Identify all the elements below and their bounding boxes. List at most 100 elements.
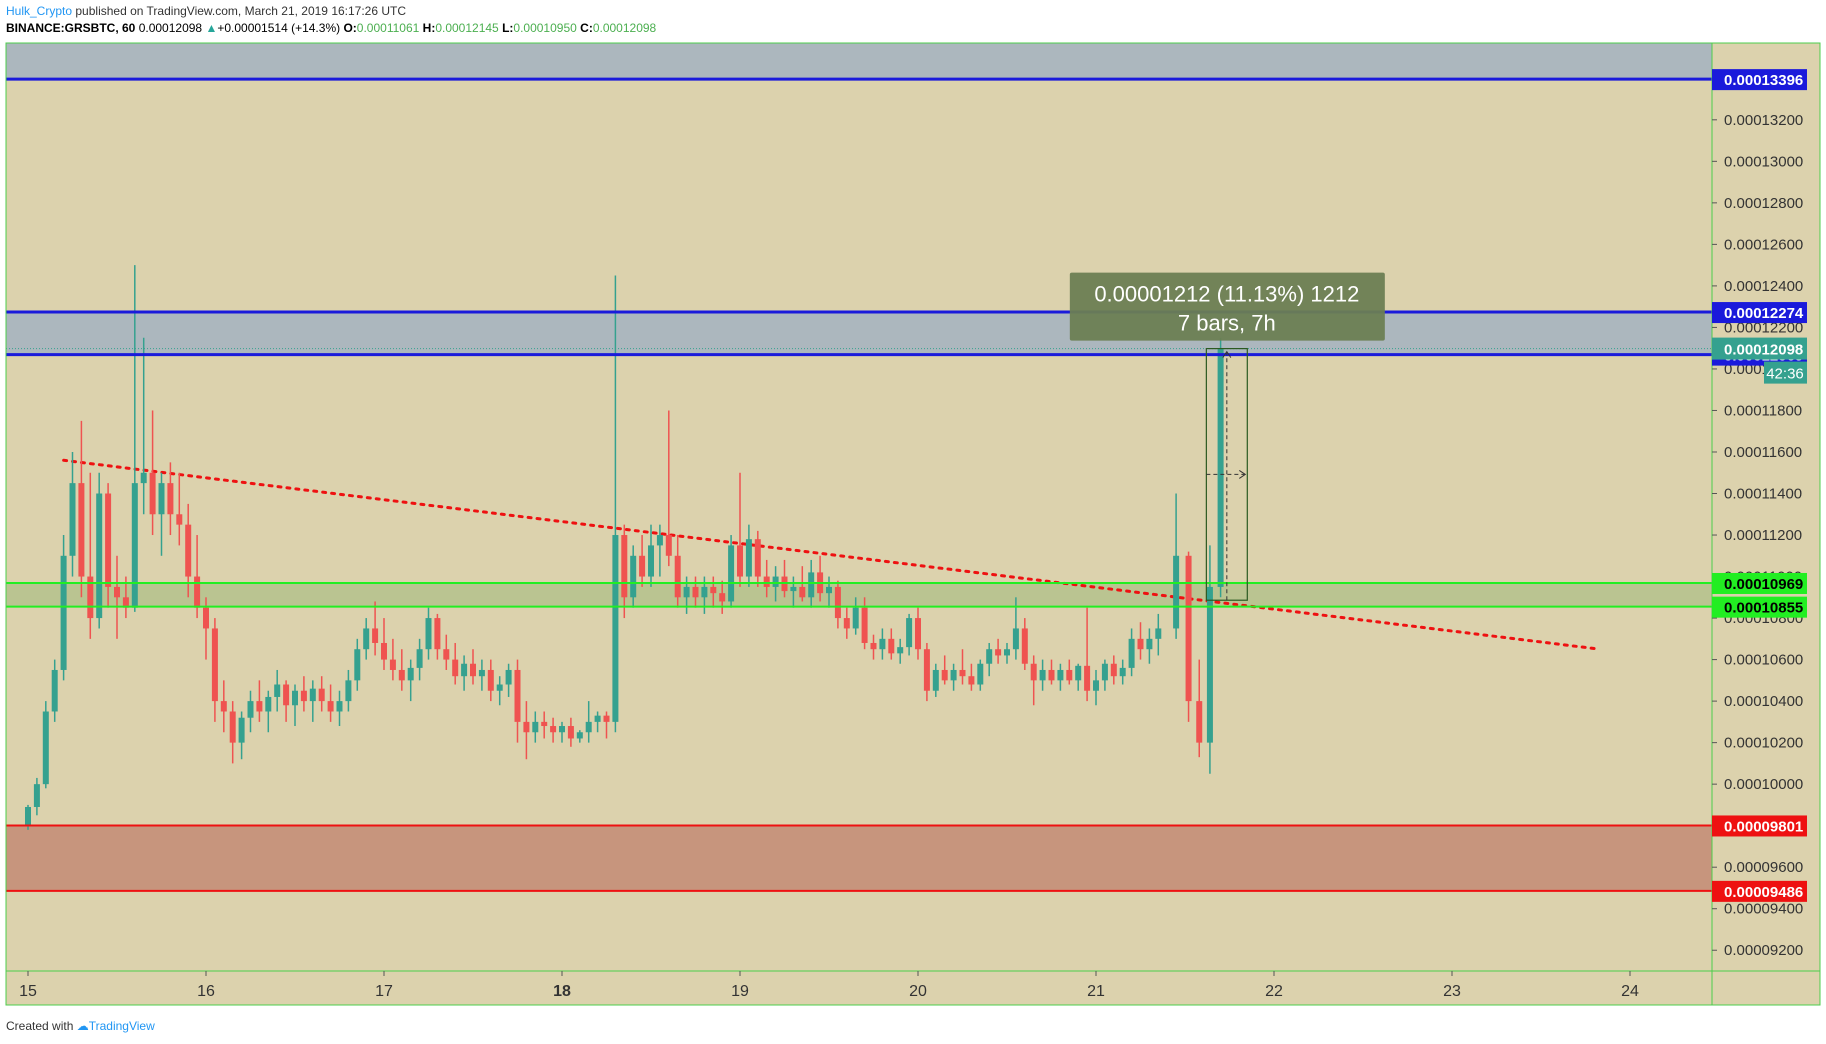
candle-body: [229, 711, 236, 743]
candle-body: [336, 701, 343, 712]
candle-body: [585, 721, 592, 733]
candle-body: [1039, 669, 1046, 681]
candle-body: [167, 483, 174, 515]
candle-body: [852, 607, 859, 629]
level-label: 0.00012274: [1724, 305, 1804, 322]
candle-body: [33, 784, 40, 807]
time-tick-label: 15: [19, 983, 37, 1000]
price-axis: 0.000134000.000132000.000130000.00012800…: [1712, 69, 1807, 959]
tradingview-logo-icon: ☁: [76, 1019, 89, 1033]
candle-body: [69, 483, 76, 556]
candle-body: [416, 649, 423, 668]
candle-body: [772, 576, 779, 587]
candle-body: [1137, 638, 1144, 650]
author-link[interactable]: Hulk_Crypto: [6, 4, 73, 18]
last-price-label: 0.00012098: [1724, 342, 1803, 359]
candle-body: [149, 472, 156, 515]
candle-body: [603, 715, 610, 722]
candle-body: [131, 483, 138, 608]
candle-body: [461, 663, 468, 677]
candle-body: [826, 586, 832, 594]
candle-body: [452, 659, 459, 677]
candle-body: [1110, 663, 1117, 677]
candle-body: [1173, 555, 1180, 629]
time-axis: 15 16 17 18 19 20 21 22 23 24: [19, 971, 1639, 1000]
chart-border: [5, 42, 1821, 1006]
candle-body: [799, 586, 806, 598]
candle-body: [256, 701, 263, 712]
candle-body: [114, 586, 120, 598]
price-tick-label: 0.00011400: [1724, 486, 1802, 503]
candle-body: [265, 696, 272, 712]
level-label-box: [1712, 880, 1807, 902]
plot-area: 0.00001212 (11.13%) 1212 7 bars, 7h: [6, 43, 1712, 892]
time-tick-label: 16: [197, 983, 215, 1000]
candle-body: [487, 669, 494, 691]
candle-body: [995, 649, 1002, 656]
last-value: 0.00012098: [138, 21, 203, 35]
measure-label-box: [1069, 272, 1385, 341]
candle-body: [1004, 649, 1010, 656]
countdown-label: 42:36: [1766, 366, 1804, 383]
price-tick-label: 0.00010600: [1724, 652, 1803, 669]
candle-body: [318, 688, 325, 702]
candle-body: [1146, 638, 1153, 650]
time-tick-label: 23: [1443, 983, 1461, 1000]
candle-body: [60, 555, 67, 670]
measure-arrow-right-icon: [1239, 469, 1247, 479]
candle-body: [292, 690, 298, 706]
measure-label-line2: 7 bars, 7h: [1178, 311, 1276, 336]
low-value: 0.00010950: [513, 21, 577, 35]
level-label: 0.00009801: [1724, 818, 1803, 835]
up-arrow-icon: ▲: [205, 21, 218, 35]
candle-body: [1217, 348, 1224, 587]
time-tick-label: 17: [375, 983, 393, 1000]
candle-body: [283, 684, 290, 706]
candle-body: [78, 483, 85, 577]
candle-body: [888, 638, 895, 654]
candle-body: [977, 663, 984, 685]
low-label: L:: [502, 21, 514, 35]
candle-body: [372, 628, 379, 643]
candle-body: [941, 669, 948, 681]
candle-body: [1066, 669, 1073, 681]
zone-3: [6, 825, 1712, 891]
symbol-label: BINANCE:GRSBTC, 60: [6, 21, 136, 35]
candle-body: [532, 721, 539, 733]
candle-body: [1119, 667, 1126, 677]
candle-body: [674, 555, 681, 598]
candle-body: [745, 539, 752, 577]
tradingview-link[interactable]: TradingView: [88, 1019, 155, 1033]
candle-body: [496, 684, 503, 691]
price-tick-label: 0.00011200: [1724, 527, 1802, 544]
candle-body: [1021, 628, 1028, 664]
ohlc-legend: BINANCE:GRSBTC, 60 0.00012098 ▲+0.000015…: [6, 21, 656, 35]
candle-body: [576, 732, 583, 739]
measure-arrow-up-icon: [1222, 350, 1232, 358]
last-price-label-box: [1712, 337, 1807, 360]
candle-body: [550, 726, 557, 733]
price-tick-label: 0.00010400: [1724, 693, 1803, 710]
price-tick-label: 0.00012800: [1724, 195, 1803, 212]
price-axis-background: [1712, 43, 1820, 1005]
candle-body: [843, 618, 850, 629]
candle-body: [790, 586, 797, 592]
candle-body: [1084, 665, 1091, 691]
candle-body: [594, 715, 601, 722]
candle-body: [639, 555, 646, 577]
candle-body: [906, 618, 913, 648]
candle-body: [719, 593, 726, 602]
candle-body: [968, 676, 975, 685]
measure-label-line1: 0.00001212 (11.13%) 1212: [1094, 282, 1359, 307]
change-value: +0.00001514 (+14.3%): [217, 21, 341, 35]
candle-body: [309, 688, 316, 702]
candle-body: [559, 726, 565, 733]
price-tick-label: 0.00011600: [1724, 444, 1802, 461]
price-tick-label: 0.00010200: [1724, 735, 1803, 752]
candle-body: [1185, 555, 1192, 702]
candle-body: [345, 680, 352, 702]
candle-body: [915, 618, 921, 650]
candle-body: [211, 628, 218, 702]
candle-body: [861, 607, 868, 643]
